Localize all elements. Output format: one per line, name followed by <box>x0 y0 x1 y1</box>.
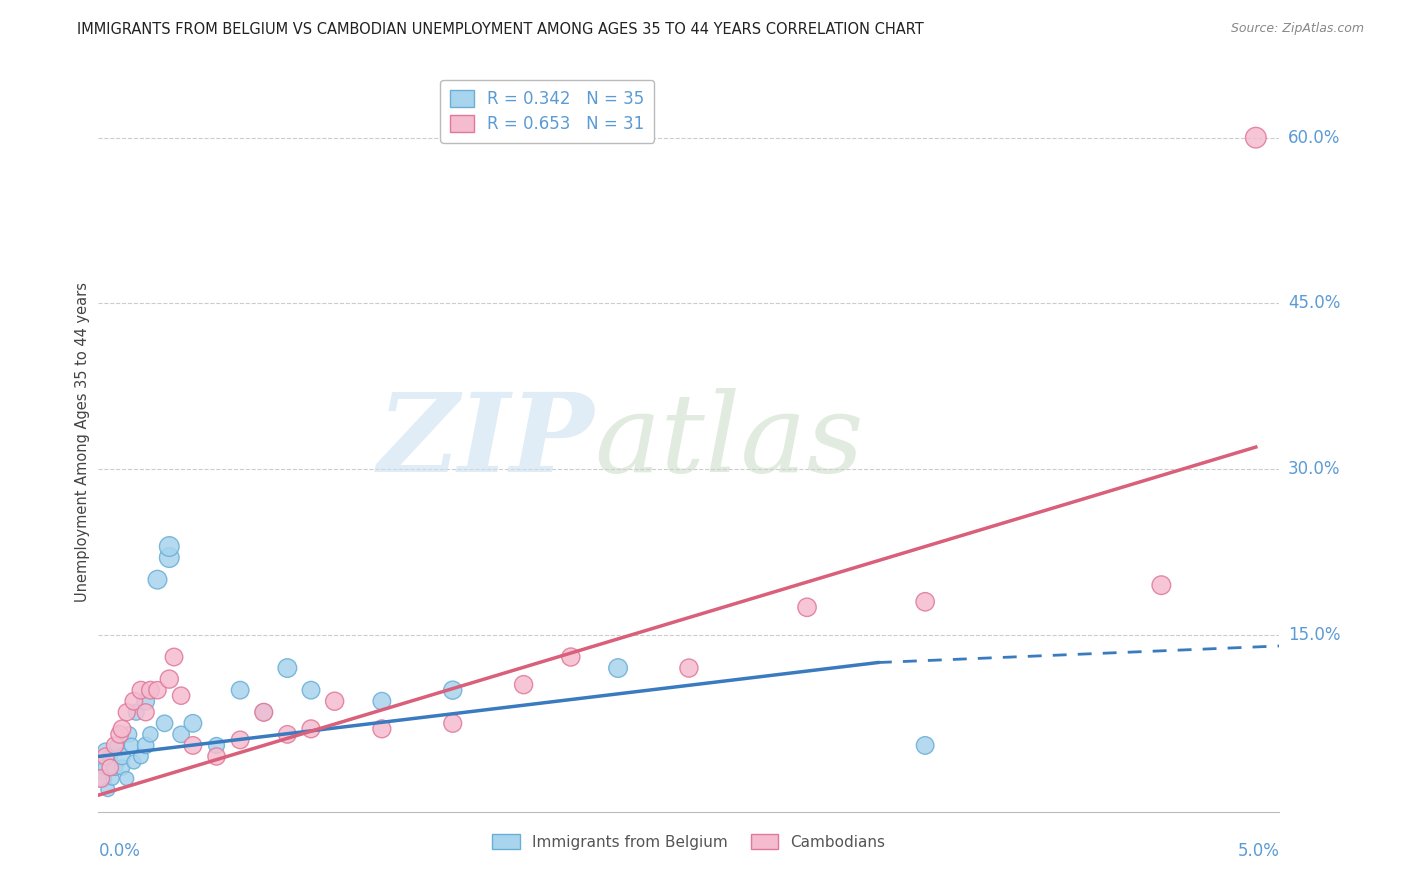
Point <box>125 706 148 720</box>
Text: IMMIGRANTS FROM BELGIUM VS CAMBODIAN UNEMPLOYMENT AMONG AGES 35 TO 44 YEARS CORR: IMMIGRANTS FROM BELGIUM VS CAMBODIAN UNE… <box>77 22 924 37</box>
Point <box>512 678 534 692</box>
Point <box>121 739 143 753</box>
Point <box>105 739 128 753</box>
Point <box>111 749 134 764</box>
Point <box>560 650 582 665</box>
Point <box>1244 130 1267 145</box>
Point <box>91 772 114 786</box>
Point <box>157 672 180 686</box>
Point <box>111 722 134 736</box>
Point <box>122 694 145 708</box>
Text: 5.0%: 5.0% <box>1237 842 1279 860</box>
Text: 15.0%: 15.0% <box>1288 626 1340 644</box>
Point <box>129 683 152 698</box>
Point <box>135 739 157 753</box>
Point <box>796 600 818 615</box>
Point <box>181 716 204 731</box>
Point <box>146 683 169 698</box>
Text: 30.0%: 30.0% <box>1288 460 1340 478</box>
Point <box>299 722 322 736</box>
Point <box>914 739 936 753</box>
Point <box>90 772 112 786</box>
Point <box>229 732 252 747</box>
Point <box>914 595 936 609</box>
Point <box>108 727 131 741</box>
Text: Source: ZipAtlas.com: Source: ZipAtlas.com <box>1230 22 1364 36</box>
Legend: Immigrants from Belgium, Cambodians: Immigrants from Belgium, Cambodians <box>486 828 891 856</box>
Point <box>139 683 162 698</box>
Point <box>253 706 276 720</box>
Point <box>1150 578 1173 592</box>
Point <box>139 727 162 741</box>
Y-axis label: Unemployment Among Ages 35 to 44 years: Unemployment Among Ages 35 to 44 years <box>75 282 90 601</box>
Point <box>170 689 193 703</box>
Point <box>678 661 700 675</box>
Point <box>104 739 127 753</box>
Point <box>371 694 394 708</box>
Point <box>157 540 180 554</box>
Point <box>205 739 228 753</box>
Point <box>229 683 252 698</box>
Point <box>205 749 228 764</box>
Point <box>607 661 630 675</box>
Point <box>111 760 134 774</box>
Point <box>276 661 298 675</box>
Text: 45.0%: 45.0% <box>1288 294 1340 312</box>
Point <box>181 739 204 753</box>
Point <box>253 706 276 720</box>
Point <box>94 760 117 774</box>
Point <box>122 755 145 769</box>
Point <box>104 760 127 774</box>
Point <box>276 727 298 741</box>
Point <box>115 706 138 720</box>
Point <box>94 749 117 764</box>
Point <box>371 722 394 736</box>
Point <box>146 573 169 587</box>
Point <box>441 683 464 698</box>
Point <box>97 782 120 797</box>
Point <box>170 727 193 741</box>
Text: 60.0%: 60.0% <box>1288 128 1340 146</box>
Point <box>441 716 464 731</box>
Point <box>163 650 186 665</box>
Point <box>135 694 157 708</box>
Point <box>135 706 157 720</box>
Point <box>129 749 152 764</box>
Text: ZIP: ZIP <box>378 388 595 495</box>
Point <box>115 772 138 786</box>
Point <box>98 749 121 764</box>
Point <box>157 550 180 565</box>
Point <box>94 744 117 758</box>
Point <box>118 727 141 741</box>
Point <box>90 760 112 774</box>
Point <box>323 694 346 708</box>
Point <box>98 760 121 774</box>
Point <box>299 683 322 698</box>
Text: atlas: atlas <box>595 388 865 495</box>
Text: 0.0%: 0.0% <box>98 842 141 860</box>
Point <box>101 772 124 786</box>
Point <box>153 716 176 731</box>
